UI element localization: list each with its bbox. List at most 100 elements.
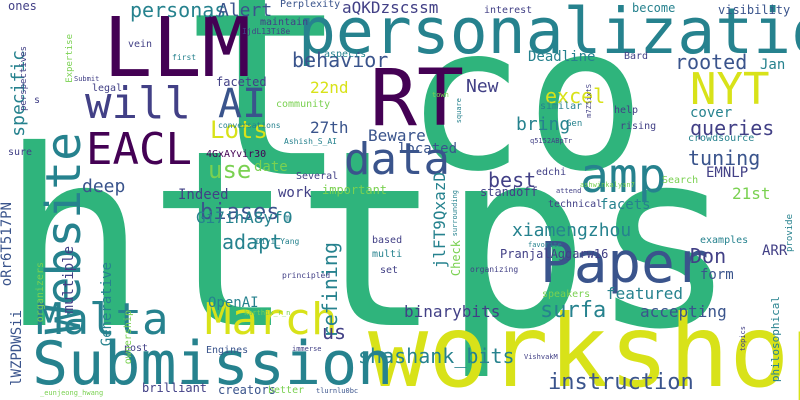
word-speakers: speakers — [542, 289, 591, 300]
word-featured: featured — [606, 284, 684, 303]
word-legal: legal — [92, 83, 123, 94]
word-xiamengzhou: xiamengzhou — [512, 220, 632, 241]
word-ai: AI — [218, 81, 267, 127]
word-set: set — [380, 265, 399, 276]
word-multiple: multiple — [61, 246, 77, 314]
word-surrounding: surrounding — [451, 190, 459, 237]
word-excel: excel — [545, 84, 606, 108]
word-best: best — [488, 168, 537, 192]
word-organizing: organizing — [470, 265, 519, 274]
word-deep: deep — [82, 176, 126, 197]
word-cover: cover — [690, 105, 733, 121]
word-nyt: NYT — [690, 64, 770, 115]
word-surfa: surfa — [540, 298, 607, 323]
word-post: post — [124, 343, 149, 354]
word-community: community — [276, 99, 331, 110]
word-located: located — [398, 141, 458, 157]
word-21st: 21st — [732, 184, 771, 203]
word-27th: 27th — [310, 118, 349, 137]
word-provide: provide — [785, 214, 795, 252]
word-multi: multi — [372, 249, 403, 260]
word-aspects: aspects — [324, 49, 367, 60]
word-eunjeong-hwang: _eunjeong_hwang — [40, 389, 104, 397]
word-faceted: faceted — [216, 75, 267, 89]
word-alert: Alert — [218, 0, 273, 21]
word-ones: ones — [8, 0, 37, 13]
word-engines: Engines — [206, 345, 249, 356]
word-conversations: conversations — [218, 121, 281, 130]
word-gi7iha8yfo: Gi7ihA8yfO — [196, 208, 293, 227]
word-personas: personas — [130, 0, 227, 22]
word-rising: rising — [620, 121, 657, 132]
word-several: Several — [296, 171, 339, 182]
word-sure: sure — [8, 147, 33, 158]
word-orr6t517pn: oRr6T517PN — [0, 202, 15, 287]
word-topics: topics — [739, 326, 747, 352]
word-immerse: immerse — [292, 345, 322, 353]
word-llm: LLM — [103, 1, 252, 96]
word-perspectives: perspectives — [19, 46, 29, 112]
word-binarybits: binarybits — [404, 302, 501, 321]
word-bring: bring — [516, 114, 571, 135]
word-data: data — [344, 134, 450, 185]
word-philosophical: philosophical — [769, 296, 782, 383]
word-gen: Gen — [566, 119, 583, 129]
word-lwzpdwsii: lWZPDWSii — [9, 310, 25, 386]
word-rt: RT — [370, 54, 464, 144]
word-tuning: tuning — [688, 146, 761, 170]
word-pranjalaggarw16: PranjalAggarw16 — [500, 247, 609, 261]
word-perplexity: Perplexity — [280, 0, 341, 10]
word-q5152abptr: q5152ABpTr — [530, 137, 573, 145]
word-first: first — [172, 53, 197, 62]
word-interest: interest — [484, 5, 533, 16]
word-attend: attend — [556, 187, 582, 195]
word-similar: similar — [540, 101, 583, 112]
word-shashank-bits: shashank_bits — [358, 344, 515, 368]
word-tlurnlu0bc: tlurnlu0bc — [316, 387, 359, 395]
word-examples: examples — [700, 235, 749, 246]
word-form: form — [700, 267, 734, 283]
word-edchi: edchi — [536, 167, 567, 178]
word-instruction: instruction — [548, 370, 694, 395]
word-deadline: Deadline — [528, 49, 596, 65]
word-https: https — [0, 98, 738, 383]
word-s: s — [34, 95, 41, 106]
word-karthik-r-n: karthik_r_n — [244, 309, 291, 317]
word-vishvakm: VishvakM — [524, 353, 558, 361]
word-important: important — [322, 183, 388, 197]
word-work: work — [278, 185, 312, 201]
word-march: March — [205, 294, 338, 345]
word-diyi-yang: Diyi_Yang — [256, 237, 300, 246]
word-help: help — [614, 105, 639, 116]
word-visibility: visibility — [718, 3, 791, 17]
word-crowdsource: crowdsource — [688, 133, 755, 144]
word-22nd: 22nd — [310, 78, 349, 97]
word-date: date — [254, 159, 288, 175]
word-creators: creators — [218, 383, 276, 397]
word-principled: principled — [282, 271, 331, 280]
word-favorite: favorite — [528, 241, 562, 249]
word-check: Check — [449, 240, 463, 277]
word-us: us — [322, 320, 347, 344]
word-town: town — [432, 91, 449, 99]
word-better: better — [268, 385, 305, 396]
word-generative: Generative — [99, 262, 115, 347]
word-don: Don — [690, 244, 727, 268]
word-square: square — [455, 98, 463, 124]
word-bard: Bard — [624, 51, 649, 62]
word-ownership: ownership — [123, 310, 134, 365]
word-based: based — [372, 235, 403, 246]
word-vein: vein — [128, 39, 153, 50]
word-adapt: adapt — [222, 230, 283, 254]
word-openai: OpenAI — [208, 295, 259, 311]
word-personalization: personalization — [298, 0, 800, 68]
word-submit: Submit — [74, 75, 100, 83]
word-new: New — [466, 76, 499, 97]
word-malta: Malta — [36, 294, 169, 345]
word-ashwinkalyan7: ashwinkalyan7 — [580, 181, 635, 189]
word-maintain: maintain — [260, 17, 309, 28]
word-ashish-s-ai: Ashish_S_AI — [284, 137, 337, 146]
word-co: co — [405, 0, 646, 216]
